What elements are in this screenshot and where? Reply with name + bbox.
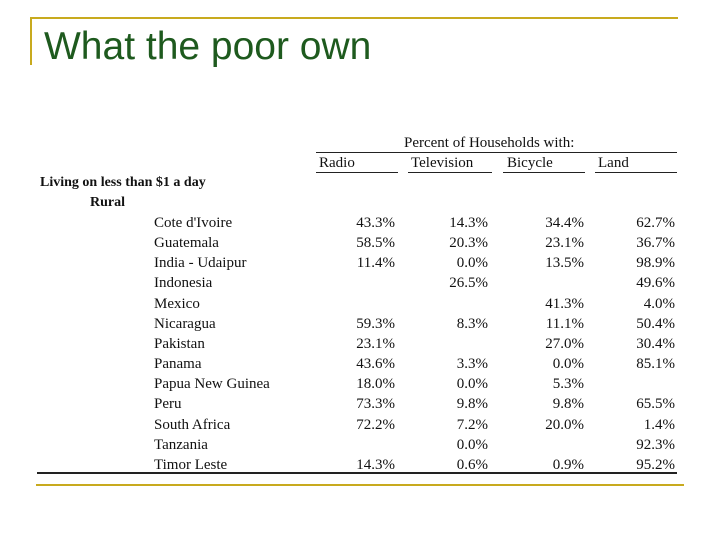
cell-radio: 18.0% bbox=[356, 376, 395, 393]
row-country: Cote d'Ivoire bbox=[154, 215, 233, 231]
cell-television: 0.0% bbox=[456, 436, 488, 453]
cell-radio: 59.3% bbox=[356, 315, 395, 332]
row-country: India - Udaipur bbox=[154, 255, 247, 272]
cell-television: 0.0% bbox=[456, 255, 488, 272]
row-country: Tanzania bbox=[154, 436, 208, 453]
cell-radio: 23.1% bbox=[356, 335, 395, 352]
section-label: Living on less than $1 a day bbox=[40, 175, 206, 190]
cell-bicycle: 34.4% bbox=[545, 215, 584, 231]
cell-television: 26.5% bbox=[449, 275, 488, 292]
cell-bicycle: 9.8% bbox=[552, 396, 584, 413]
column-rule-land bbox=[595, 172, 677, 173]
cell-land: 65.5% bbox=[636, 396, 675, 413]
row-country: Nicaragua bbox=[154, 315, 216, 332]
frame-left-line bbox=[30, 17, 32, 65]
cell-television: 14.3% bbox=[449, 215, 488, 231]
cell-radio: 58.5% bbox=[356, 235, 395, 252]
group-header-rule bbox=[316, 152, 677, 153]
cell-television: 8.3% bbox=[456, 315, 488, 332]
cell-land: 50.4% bbox=[636, 315, 675, 332]
cell-bicycle: 20.0% bbox=[545, 416, 584, 433]
column-rule-television bbox=[408, 172, 492, 173]
frame-top-line bbox=[30, 17, 678, 19]
cell-bicycle: 0.9% bbox=[552, 456, 584, 473]
slide-title: What the poor own bbox=[44, 25, 372, 68]
cell-land: 30.4% bbox=[636, 335, 675, 352]
cell-land: 95.2% bbox=[636, 456, 675, 473]
cell-land: 1.4% bbox=[643, 416, 675, 433]
cell-radio: 43.3% bbox=[356, 215, 395, 231]
cell-radio: 14.3% bbox=[356, 456, 395, 473]
cell-bicycle: 0.0% bbox=[552, 356, 584, 373]
cell-land: 36.7% bbox=[636, 235, 675, 252]
row-country: Peru bbox=[154, 396, 182, 413]
cell-land: 49.6% bbox=[636, 275, 675, 292]
group-header: Percent of Households with: bbox=[404, 135, 575, 151]
cell-radio: 11.4% bbox=[356, 255, 395, 272]
row-country: South Africa bbox=[154, 416, 231, 433]
column-rule-radio bbox=[316, 172, 398, 173]
cell-radio: 73.3% bbox=[356, 396, 395, 413]
cell-radio: 43.6% bbox=[356, 356, 395, 373]
cell-bicycle: 27.0% bbox=[545, 335, 584, 352]
frame-bottom-line bbox=[36, 484, 684, 486]
cell-bicycle: 13.5% bbox=[545, 255, 584, 272]
table-bottom-rule bbox=[37, 472, 677, 474]
cell-television: 9.8% bbox=[456, 396, 488, 413]
cell-television: 0.0% bbox=[456, 376, 488, 393]
row-country: Papua New Guinea bbox=[154, 376, 270, 393]
cell-television: 7.2% bbox=[456, 416, 488, 433]
cell-television: 3.3% bbox=[456, 356, 488, 373]
cell-land: 98.9% bbox=[636, 255, 675, 272]
cell-bicycle: 5.3% bbox=[552, 376, 584, 393]
cell-television: 20.3% bbox=[449, 235, 488, 252]
row-country: Guatemala bbox=[154, 235, 219, 252]
cell-radio: 72.2% bbox=[356, 416, 395, 433]
cell-bicycle: 11.1% bbox=[545, 315, 584, 332]
cell-bicycle: 41.3% bbox=[545, 295, 584, 312]
column-rule-bicycle bbox=[503, 172, 585, 173]
subsection-label: Rural bbox=[90, 195, 125, 210]
cell-land: 4.0% bbox=[643, 295, 675, 312]
row-country: Indonesia bbox=[154, 275, 213, 292]
column-header-television: Television bbox=[411, 155, 474, 171]
row-country: Mexico bbox=[154, 295, 200, 312]
cell-bicycle: 23.1% bbox=[545, 235, 584, 252]
row-country: Panama bbox=[154, 356, 202, 373]
column-header-bicycle: Bicycle bbox=[507, 155, 553, 171]
cell-land: 62.7% bbox=[636, 215, 675, 231]
cell-television: 0.6% bbox=[456, 456, 488, 473]
column-header-radio: Radio bbox=[319, 155, 355, 171]
cell-land: 92.3% bbox=[636, 436, 675, 453]
row-country: Pakistan bbox=[154, 335, 205, 352]
cell-land: 85.1% bbox=[636, 356, 675, 373]
row-country: Timor Leste bbox=[154, 456, 228, 473]
column-header-land: Land bbox=[598, 155, 629, 171]
